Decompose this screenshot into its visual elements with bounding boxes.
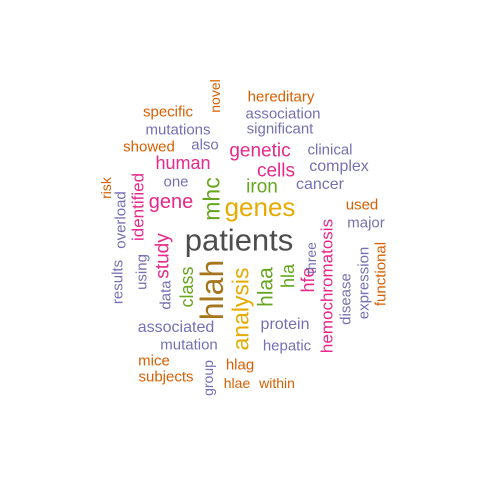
- word-patients: patients: [184, 222, 294, 258]
- word-iron: iron: [246, 176, 278, 198]
- word-identified: identified: [128, 172, 148, 242]
- word-mice: mice: [138, 352, 170, 370]
- word-results: results: [109, 259, 127, 305]
- word-novel: novel: [207, 79, 223, 113]
- word-mutations: mutations: [145, 121, 211, 139]
- word-within: within: [259, 375, 295, 391]
- word-hlah: hlah: [194, 259, 230, 321]
- word-specific: specific: [142, 103, 194, 121]
- word-hlag: hlag: [225, 356, 255, 374]
- word-group: group: [200, 360, 216, 396]
- word-functional: functional: [372, 241, 390, 307]
- word-genes: genes: [224, 192, 296, 222]
- word-data: data: [157, 280, 175, 310]
- word-using: using: [133, 254, 151, 290]
- word-overload: overload: [112, 191, 130, 249]
- word-cancer: cancer: [295, 176, 345, 193]
- word-class: class: [177, 266, 197, 308]
- word-cells: cells: [256, 160, 296, 182]
- word-significant: significant: [246, 120, 314, 138]
- word-mhc: mhc: [198, 177, 225, 221]
- word-study: study: [152, 233, 174, 279]
- word-major: major: [347, 214, 385, 232]
- word-complex: complex: [309, 158, 369, 175]
- word-showed: showed: [123, 138, 175, 156]
- word-hla: hla: [278, 263, 298, 289]
- word-mutation: mutation: [160, 336, 218, 354]
- word-association: association: [245, 105, 321, 123]
- word-used: used: [345, 196, 379, 214]
- word-hlae: hlae: [223, 375, 251, 391]
- word-one: one: [163, 173, 189, 191]
- word-also: also: [191, 136, 219, 154]
- word-three: three: [303, 242, 319, 274]
- word-risk: risk: [98, 177, 114, 199]
- word-protein: protein: [260, 316, 310, 333]
- word-hemochromatosis: hemochromatosis: [317, 218, 337, 354]
- word-analysis: analysis: [227, 267, 254, 351]
- word-genetic: genetic: [229, 140, 291, 162]
- word-gene: gene: [148, 191, 194, 213]
- word-disease: disease: [337, 273, 355, 325]
- word-hepatic: hepatic: [262, 337, 312, 355]
- word-expression: expression: [355, 246, 373, 320]
- word-clinical: clinical: [307, 141, 353, 159]
- word-human: human: [155, 153, 211, 173]
- word-hereditary: hereditary: [247, 88, 315, 106]
- word-subjects: subjects: [138, 368, 194, 386]
- word-hlaa: hlaa: [254, 267, 278, 307]
- word-associated: associated: [137, 319, 215, 336]
